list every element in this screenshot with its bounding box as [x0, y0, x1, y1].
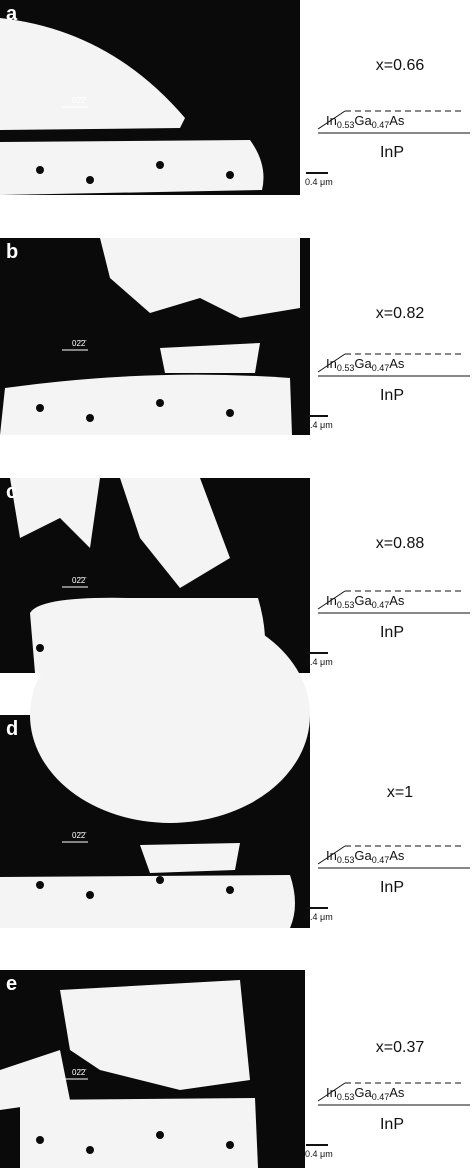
layer-part: 0.53 — [337, 363, 355, 373]
layer-part: As — [389, 593, 405, 608]
micrograph-feature — [0, 140, 264, 195]
direction-label: 02̄2̄ — [72, 831, 87, 840]
layer-part: 0.47 — [372, 855, 390, 865]
composition: x=1 — [387, 784, 413, 801]
micrograph-feature — [0, 374, 292, 435]
micrograph-pit — [86, 891, 94, 899]
substrate-label: InP — [380, 879, 404, 896]
micrograph-pit — [36, 166, 44, 174]
micrograph-feature — [100, 238, 300, 318]
micrograph-feature — [0, 18, 185, 130]
layer-part: Ga — [354, 113, 372, 128]
composition: x=0.37 — [376, 1039, 425, 1056]
scale-label: 0.4 μm — [305, 912, 333, 922]
micrograph-feature — [120, 478, 230, 588]
micrograph-pit — [226, 886, 234, 894]
interface-slant — [317, 1082, 346, 1102]
layer-part: 0.53 — [337, 120, 355, 130]
micrograph-pit — [226, 409, 234, 417]
substrate-label: InP — [380, 1116, 404, 1133]
layer-part: 0.47 — [372, 363, 390, 373]
layer-part: 0.47 — [372, 1092, 390, 1102]
interface-slant — [317, 110, 346, 130]
substrate-label: InP — [380, 624, 404, 641]
panel-label: e — [6, 973, 17, 995]
scale-label: 0.4 μm — [305, 420, 333, 430]
direction-label: 02̄2̄ — [72, 1068, 87, 1077]
micrograph-pit — [86, 1146, 94, 1154]
micrograph-feature — [30, 607, 310, 823]
direction-label: 02̄2̄ — [72, 339, 87, 348]
micrograph-feature — [60, 980, 250, 1090]
panel-label: a — [6, 3, 18, 25]
micrograph-pit — [156, 1131, 164, 1139]
panel-label: c — [6, 481, 17, 503]
interface-slant — [317, 590, 346, 610]
micrograph-feature — [140, 843, 240, 873]
micrograph-pit — [36, 404, 44, 412]
layer-part: 0.53 — [337, 600, 355, 610]
scale-label: 0.4 μm — [305, 1149, 333, 1159]
direction-label: 02̄2̄ — [72, 576, 87, 585]
layer-part: Ga — [354, 848, 372, 863]
micrograph-feature — [160, 343, 260, 373]
layer-part: Ga — [354, 1085, 372, 1100]
layer-part: 0.47 — [372, 120, 390, 130]
composition: x=0.66 — [376, 57, 425, 74]
layer-part: Ga — [354, 593, 372, 608]
micrograph-feature — [20, 1098, 258, 1168]
micrograph-pit — [36, 881, 44, 889]
substrate-label: InP — [380, 387, 404, 404]
interface-slant — [317, 845, 346, 865]
scale-label: 0.4 μm — [305, 177, 333, 187]
layer-part: 0.47 — [372, 600, 390, 610]
interface-slant — [317, 353, 346, 373]
layer-part: As — [389, 848, 405, 863]
composition: x=0.88 — [376, 535, 425, 552]
direction-label: 02̄2̄ — [72, 96, 87, 105]
micrograph-pit — [226, 171, 234, 179]
layer-part: As — [389, 1085, 405, 1100]
micrograph-pit — [226, 1141, 234, 1149]
micrograph-feature — [0, 875, 295, 928]
panel-label: b — [6, 241, 18, 263]
layer-part: Ga — [354, 356, 372, 371]
micrograph-feature — [10, 478, 100, 548]
micrograph-pit — [156, 399, 164, 407]
layer-part: 0.53 — [337, 855, 355, 865]
panel-label: d — [6, 718, 18, 740]
micrograph-feature — [0, 1050, 70, 1110]
scale-label: 0.4 μm — [305, 657, 333, 667]
substrate-label: InP — [380, 144, 404, 161]
layer-part: As — [389, 356, 405, 371]
layer-part: As — [389, 113, 405, 128]
micrograph-pit — [36, 1136, 44, 1144]
layer-part: 0.53 — [337, 1092, 355, 1102]
micrograph-pit — [156, 876, 164, 884]
micrograph-pit — [86, 414, 94, 422]
composition: x=0.82 — [376, 305, 425, 322]
micrograph-pit — [156, 161, 164, 169]
micrograph-pit — [36, 644, 44, 652]
micrograph-pit — [86, 176, 94, 184]
